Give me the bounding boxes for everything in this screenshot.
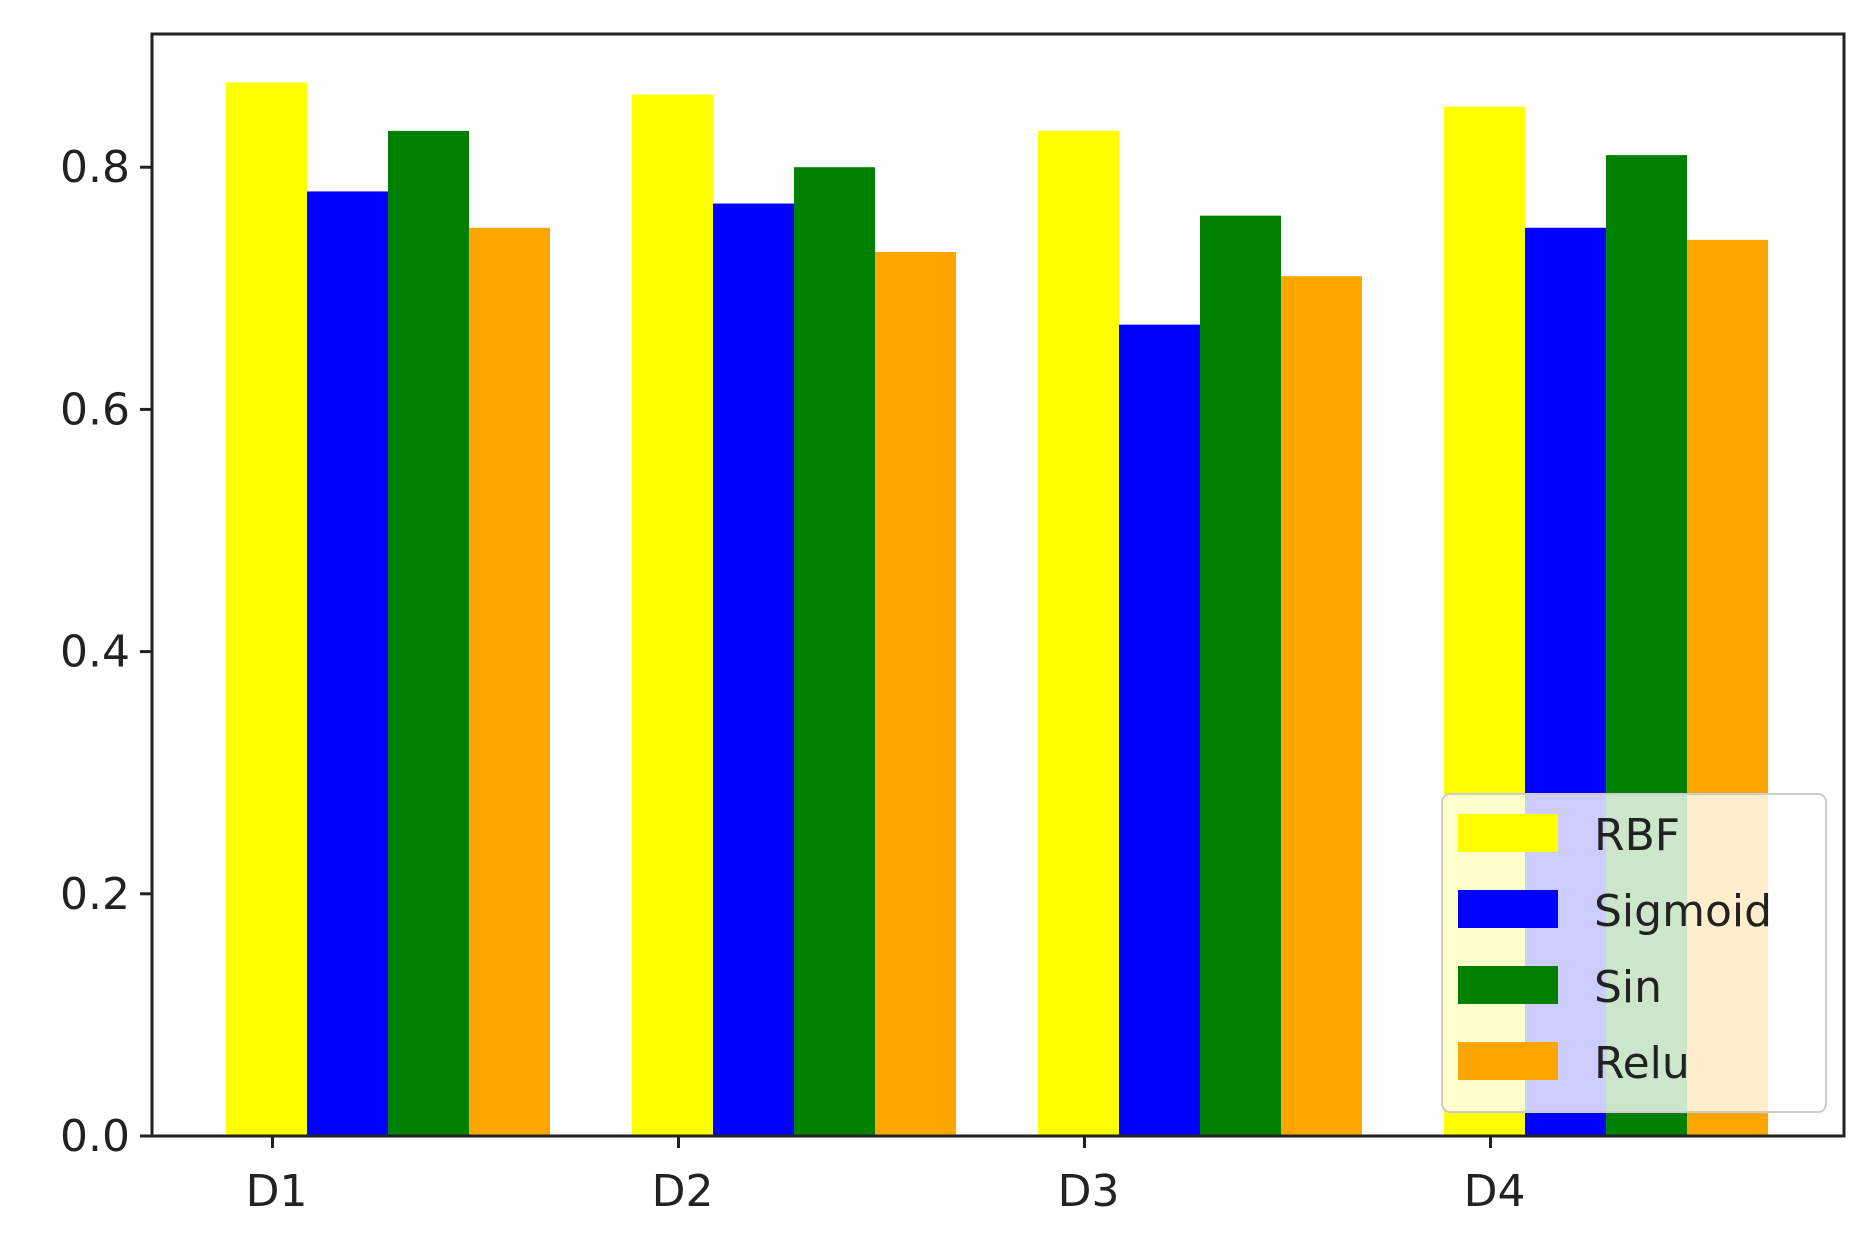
bar-sigmoid-d3	[1119, 324, 1200, 1137]
bar-rbf-d2	[632, 94, 713, 1137]
y-tick-label: 0.6	[60, 384, 130, 435]
x-tick-label: D1	[246, 1166, 308, 1217]
bar-relu-d1	[469, 227, 550, 1136]
y-tick-label: 0.4	[60, 627, 130, 678]
x-tick-label: D2	[652, 1166, 714, 1217]
legend-label-rbf: RBF	[1594, 810, 1680, 861]
y-tick-label: 0.0	[60, 1111, 130, 1162]
bar-rbf-d1	[226, 82, 307, 1136]
legend-swatch-sin	[1458, 966, 1558, 1004]
bar-sin-d3	[1200, 215, 1281, 1137]
x-tick-label: D4	[1464, 1166, 1526, 1217]
legend-label-sin: Sin	[1594, 962, 1662, 1013]
legend-label-sigmoid: Sigmoid	[1594, 886, 1772, 937]
y-tick-label: 0.8	[60, 142, 130, 193]
bar-sigmoid-d2	[713, 203, 794, 1137]
legend-label-relu: Relu	[1594, 1038, 1690, 1089]
legend-swatch-sigmoid	[1458, 890, 1558, 928]
legend: RBF Sigmoid Sin Relu	[1441, 793, 1827, 1113]
y-tick-label: 0.2	[60, 869, 130, 920]
y-axis: 0.0 0.2 0.4 0.6 0.8	[60, 142, 152, 1162]
legend-swatch-relu	[1458, 1042, 1558, 1080]
legend-box	[1441, 793, 1827, 1113]
legend-swatch-rbf	[1458, 814, 1558, 852]
axes-frame	[150, 32, 1846, 1138]
bar-sigmoid-d1	[307, 191, 388, 1136]
bar-sin-d2	[794, 167, 875, 1136]
bar-relu-d3	[1281, 276, 1362, 1136]
bar-sin-d1	[388, 130, 469, 1136]
bar-relu-d2	[875, 251, 956, 1136]
bar-rbf-d3	[1038, 130, 1119, 1136]
x-tick-label: D3	[1058, 1166, 1120, 1217]
x-axis: D1 D2 D3 D4	[246, 1136, 1526, 1217]
